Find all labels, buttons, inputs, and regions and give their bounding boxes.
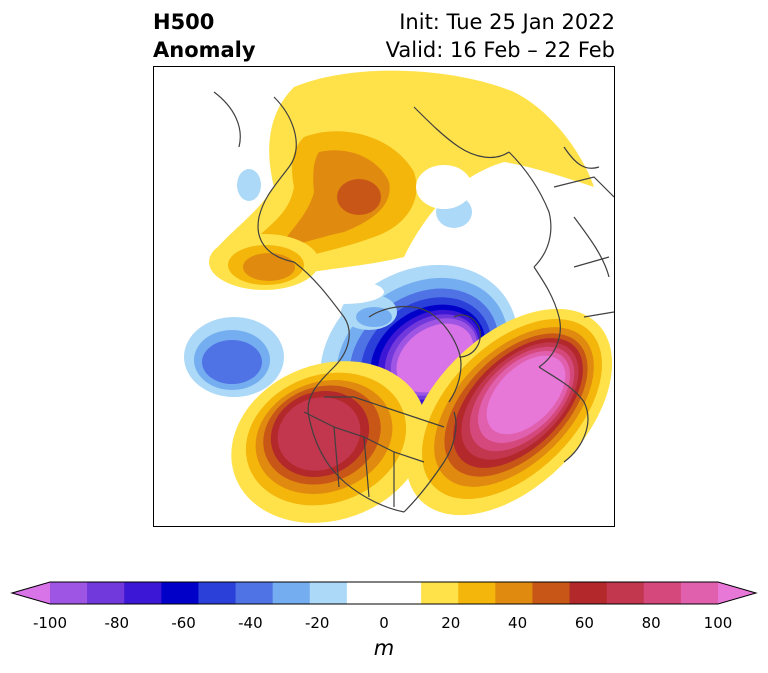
colorbar-segment — [309, 582, 348, 604]
colorbar-tick-label: -80 — [104, 614, 130, 632]
colorbar-unit: m — [373, 636, 395, 660]
colorbar-segments — [10, 581, 758, 605]
title-line-2: Anomaly — [153, 38, 256, 62]
coastlines — [213, 91, 614, 513]
colorbar-segment — [272, 582, 311, 604]
colorbar-segment — [532, 582, 571, 604]
colorbar-segment — [198, 582, 237, 604]
colorbar-segment — [680, 582, 719, 604]
colorbar-segment — [495, 582, 533, 604]
valid-range: Valid: 16 Feb – 22 Feb — [385, 38, 615, 62]
colorbar-segment — [421, 582, 459, 604]
colorbar-segment — [643, 582, 682, 604]
colorbar-tick-label: 40 — [508, 614, 528, 632]
colorbar-tick-label: 80 — [641, 614, 661, 632]
colorbar-tick-label: 60 — [574, 614, 594, 632]
colorbar-segment — [458, 582, 496, 604]
anomaly-map — [153, 66, 615, 527]
colorbar-segment — [384, 582, 422, 604]
colorbar-tick-label: -60 — [171, 614, 196, 632]
title-line-1: H500 — [153, 10, 215, 34]
colorbar-segment — [161, 582, 199, 604]
colorbar-extend-min — [12, 582, 50, 604]
run-info: Init: Tue 25 Jan 2022 Valid: 16 Feb – 22… — [386, 8, 615, 64]
colorbar-segment — [606, 582, 645, 604]
colorbar-tick-label: 0 — [379, 614, 389, 632]
anomaly-map-svg — [184, 70, 614, 523]
anomaly-shading — [184, 70, 613, 523]
colorbar-extend-max — [718, 582, 756, 604]
colorbar-tick-label: -100 — [32, 614, 68, 632]
colorbar-segment — [346, 582, 385, 604]
colorbar-tick-label: 100 — [703, 614, 733, 632]
colorbar-segment — [87, 582, 125, 604]
colorbar-segment — [124, 582, 162, 604]
colorbar-segment — [569, 582, 608, 604]
colorbar-tick-label: 20 — [441, 614, 461, 632]
colorbar-segment — [50, 582, 88, 604]
colorbar — [10, 581, 758, 605]
colorbar-tick-label: -20 — [304, 614, 330, 632]
colorbar-outline — [10, 581, 758, 605]
colorbar-tick-label: -40 — [238, 614, 263, 632]
colorbar-segment — [235, 582, 274, 604]
map-title: H500 Anomaly — [153, 8, 256, 64]
init-date: Init: Tue 25 Jan 2022 — [399, 10, 615, 34]
